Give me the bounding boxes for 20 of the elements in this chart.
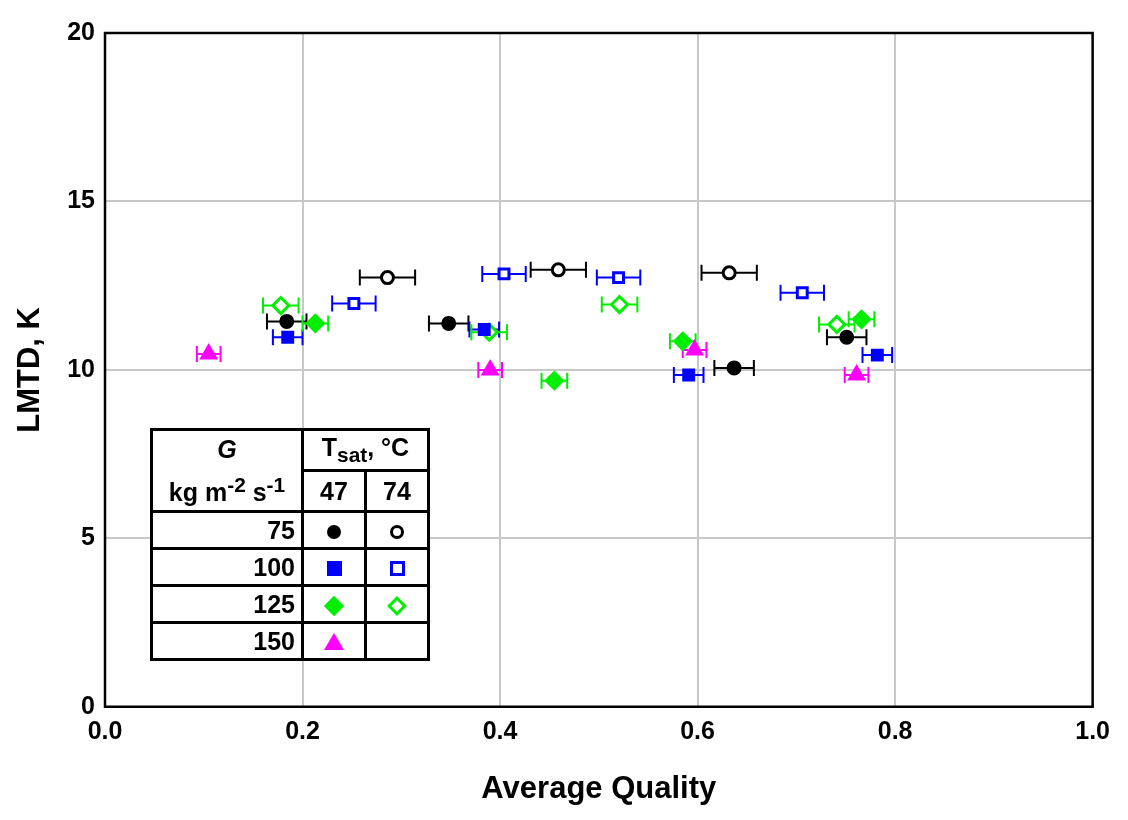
x-tick-label: 0.4 (482, 715, 518, 744)
annotation: T$_{sat}$, °C (321, 433, 410, 467)
annotation: G (217, 435, 237, 463)
annotation: 150 (253, 626, 295, 655)
x-tick-label: 0.6 (680, 715, 715, 744)
annotation: 100 (253, 552, 295, 581)
y-tick-label: 20 (67, 16, 96, 45)
x-tick-label: 0.8 (877, 715, 913, 744)
y-tick-label: 5 (81, 522, 96, 551)
y-tick-label: 10 (67, 353, 96, 382)
annotation: 125 (253, 589, 295, 618)
y-axis-title: LMTD, K (11, 306, 47, 433)
y-tick-label: 15 (67, 185, 96, 214)
annotation: 47 (320, 476, 348, 505)
x-tick-label: 0.2 (285, 715, 320, 744)
annotation: 75 (267, 515, 295, 544)
x-axis-title: Average Quality (481, 769, 718, 805)
x-tick-label: 1.0 (1075, 715, 1111, 744)
annotation: kg m$^{-2}$ s$^{-1}$ (168, 473, 286, 507)
annotation: 74 (383, 476, 411, 505)
